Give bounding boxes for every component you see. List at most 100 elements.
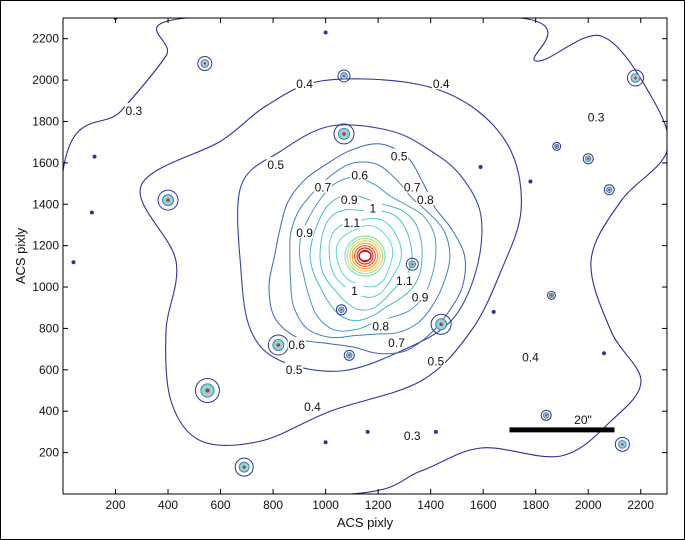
contour-level-0.4 xyxy=(139,78,522,446)
contour-label: 0.9 xyxy=(341,193,358,207)
source-contour xyxy=(343,349,355,361)
contour-label: 0.7 xyxy=(388,336,405,350)
faint-source xyxy=(323,440,328,445)
contour-level-0.9 xyxy=(309,194,423,322)
source-peak xyxy=(342,132,346,136)
x-tick-label: 800 xyxy=(263,498,283,512)
contour-label-bg xyxy=(390,148,409,162)
source-peak xyxy=(340,308,343,312)
y-axis-ticks: 200 400 600 800 1000 1200 1400 1600 1800 2000 2200 xyxy=(32,32,667,460)
source-peak xyxy=(621,443,624,446)
source-peak xyxy=(587,157,590,160)
y-tick-label: 1600 xyxy=(32,156,59,170)
contour-label-bg xyxy=(411,289,430,303)
x-tick-label: 2200 xyxy=(627,498,654,512)
contour-label: 0.3 xyxy=(404,429,421,443)
source-contour xyxy=(157,189,179,211)
core-contour xyxy=(349,240,381,272)
contour-level-1.2 xyxy=(335,224,394,288)
source-contour xyxy=(335,304,347,316)
x-tick-label: 1600 xyxy=(470,498,497,512)
source-peak xyxy=(411,263,414,266)
contour-label-bg xyxy=(403,428,422,442)
contour-label: 0.9 xyxy=(296,226,313,240)
contour-label: 1 xyxy=(370,201,377,215)
faint-source xyxy=(528,179,533,184)
source-contour xyxy=(540,409,552,421)
contour-label: 0.7 xyxy=(404,181,421,195)
faint-source xyxy=(491,309,496,314)
source-contour xyxy=(430,313,452,335)
x-tick-label: 1800 xyxy=(522,498,549,512)
y-tick-label: 2200 xyxy=(32,32,59,46)
contour-label-bg xyxy=(266,156,285,170)
contour-label-bg xyxy=(363,200,382,214)
contour-level-0.7 xyxy=(289,161,451,339)
source-contour xyxy=(582,153,594,165)
contour-label-bg xyxy=(287,336,306,350)
contour-level-0.3 xyxy=(63,18,667,494)
contour-label: 0.4 xyxy=(304,400,321,414)
contour-label-bg xyxy=(587,109,606,123)
source-contour xyxy=(405,257,419,271)
contour-labels: 0.3 0.3 0.3 0.4 0.4 0.4 0.4 0.5 0.5 0.5 0.5 0.6 0.6 0… xyxy=(124,76,606,443)
source-peak xyxy=(205,388,210,393)
contour-level-1.1 xyxy=(328,217,402,298)
source-contour xyxy=(614,436,630,452)
x-tick-label: 200 xyxy=(106,498,126,512)
contour-label: 0.6 xyxy=(288,338,305,352)
source-peak xyxy=(634,76,637,80)
core-contour xyxy=(356,247,374,265)
y-tick-label: 1800 xyxy=(32,114,59,128)
source-contour xyxy=(333,123,355,145)
contour-level-0.5 xyxy=(237,124,483,372)
contour-label: 0.5 xyxy=(267,158,284,172)
sources-layer xyxy=(71,18,644,477)
x-tick-label: 400 xyxy=(158,498,178,512)
source-peak xyxy=(342,74,346,78)
x-tick-label: 1400 xyxy=(417,498,444,512)
source-contour xyxy=(337,69,351,83)
contour-label: 0.5 xyxy=(286,363,303,377)
axes-box xyxy=(62,17,668,495)
contour-label: 0.4 xyxy=(522,350,539,364)
y-tick-label: 400 xyxy=(39,404,59,418)
contour-label-bg xyxy=(387,334,406,348)
x-axis-label: ACS pixly xyxy=(337,515,394,530)
contour-label: 0.5 xyxy=(391,150,408,164)
contour-label-bg xyxy=(395,272,414,286)
x-tick-label: 1000 xyxy=(312,498,339,512)
source-peak xyxy=(203,62,207,65)
source-peak xyxy=(550,294,553,297)
faint-source xyxy=(92,154,97,159)
contour-label: 0.6 xyxy=(351,168,368,182)
contour-label-bg xyxy=(403,179,422,193)
faint-source xyxy=(365,429,370,434)
contour-label: 1 xyxy=(351,284,358,298)
peak-center xyxy=(358,250,372,262)
contour-label-bg xyxy=(426,353,445,367)
contour-label: 1.1 xyxy=(396,274,413,288)
contour-label: 0.3 xyxy=(126,104,143,118)
y-tick-label: 1400 xyxy=(32,197,59,211)
contour-label: 1.1 xyxy=(344,216,361,230)
contour-label-bg xyxy=(371,318,390,332)
faint-source xyxy=(433,429,438,434)
contour-level-1 xyxy=(319,209,413,311)
source-peak xyxy=(608,188,611,191)
x-axis-ticks: 200 400 600 800 1000 1200 1400 1600 1800 2000 2200 xyxy=(106,18,654,512)
scale-bar: 20" xyxy=(509,413,615,433)
source-peak xyxy=(439,322,443,327)
y-axis-label: ACS pixly xyxy=(13,227,28,284)
scale-bar-label: 20" xyxy=(574,413,592,427)
contour-label: 0.4 xyxy=(296,77,313,91)
contour-label-bg xyxy=(432,76,451,90)
y-tick-label: 1000 xyxy=(32,280,59,294)
source-contour xyxy=(626,69,644,87)
core-contour xyxy=(346,237,384,275)
contour-label: 0.5 xyxy=(428,355,445,369)
source-peak xyxy=(276,343,281,347)
contour-label-bg xyxy=(345,283,364,297)
